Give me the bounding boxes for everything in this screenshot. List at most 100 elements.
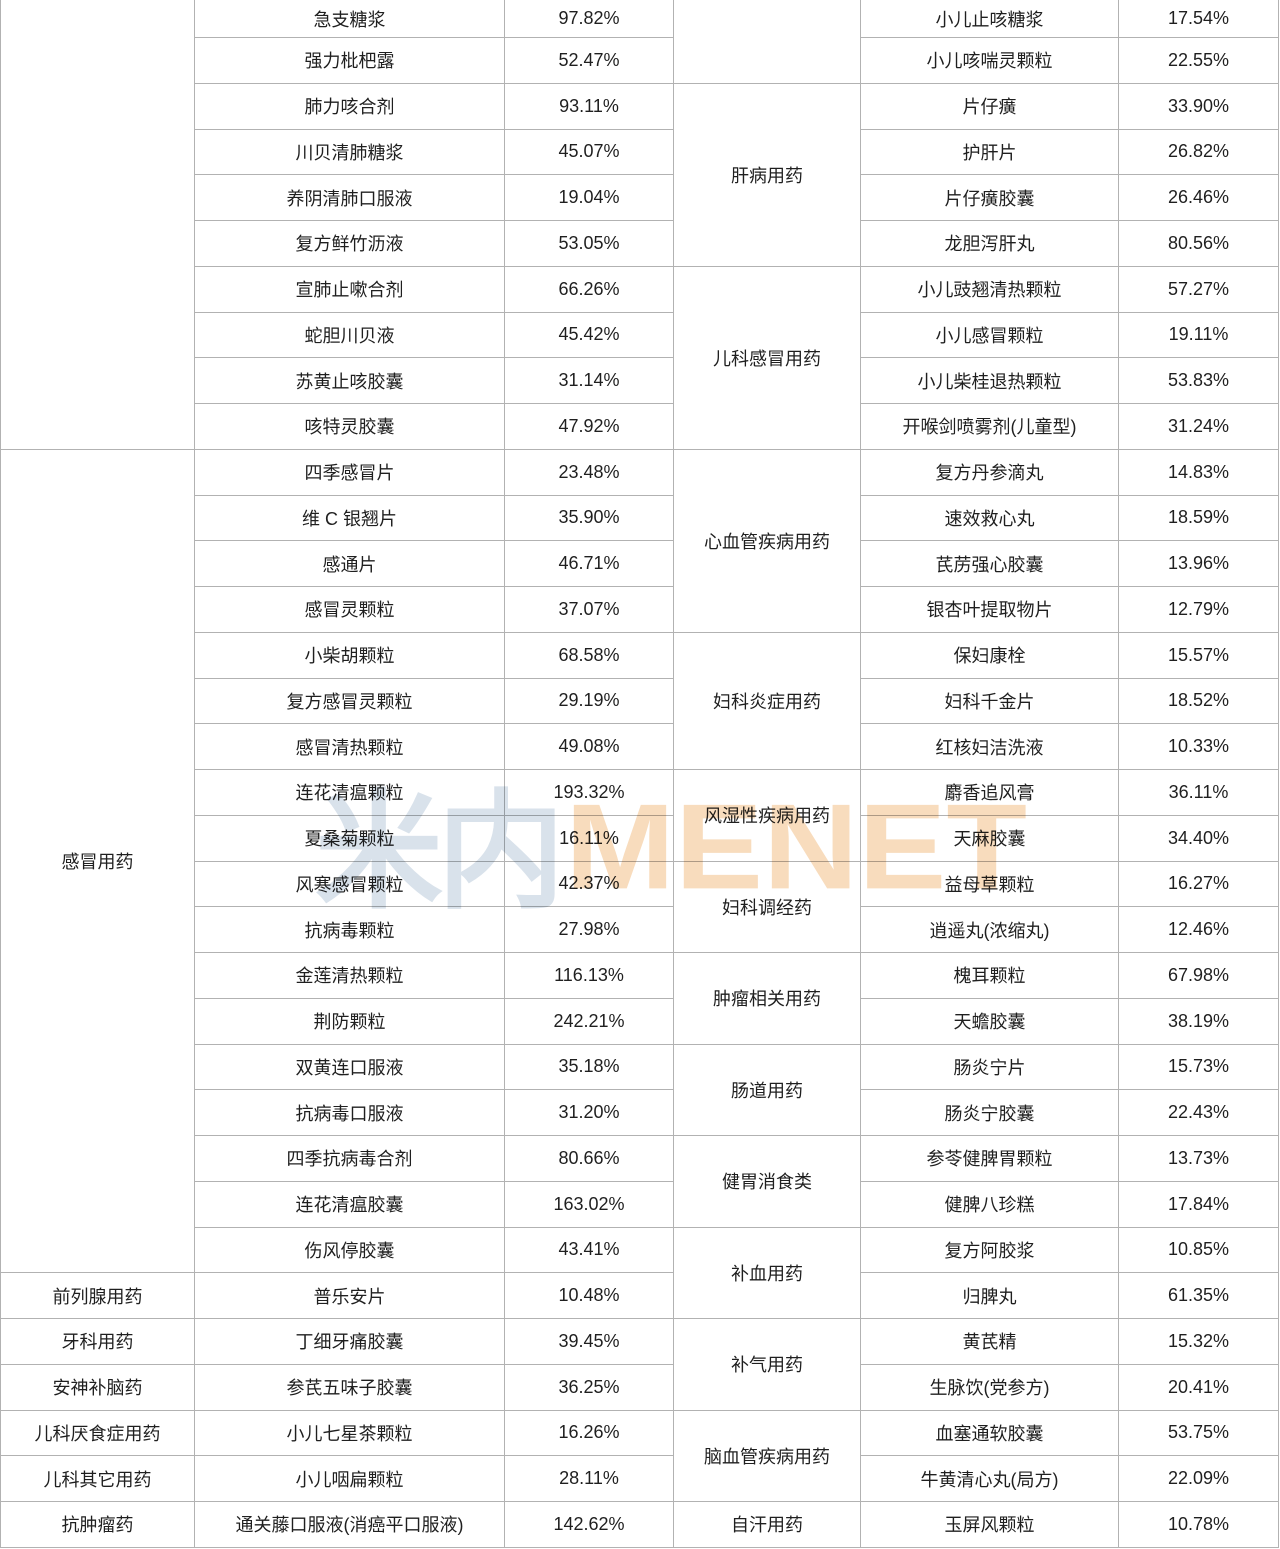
left-growth-rate-cell: 116.13% [504, 952, 674, 999]
left-drug-name-cell: 双黄连口服液 [194, 1043, 505, 1091]
left-drug-name-cell: 金莲清热颗粒 [194, 952, 505, 999]
right-category-cell: 肠道用药 [673, 1043, 861, 1136]
table-row: 宣肺止嗽合剂 66.26% 儿科感冒用药 小儿豉翘清热颗粒 57.27% [1, 265, 1279, 450]
right-drug-name-cell: 银杏叶提取物片 [860, 586, 1119, 633]
table-row: 儿科厌食症用药 小儿七星茶颗粒 16.26% 脑血管疾病用药 血塞通软胶囊 53.75% [0, 1409, 1279, 1502]
table-row: 牙科用药 丁细牙痛胶囊 39.45% 补气用药 黄芪精 15.32% [0, 1318, 1279, 1411]
left-growth-rate-cell: 242.21% [504, 997, 674, 1045]
right-category-cell: 自汗用药 [673, 1501, 861, 1548]
right-drug-name-cell: 牛黄清心丸(局方) [860, 1455, 1119, 1502]
right-category-cell: 妇科炎症用药 [673, 631, 861, 771]
right-growth-rate-cell: 57.27% [1118, 265, 1279, 313]
right-drug-name-cell: 玉屏风颗粒 [860, 1501, 1119, 1548]
right-growth-rate-cell: 22.43% [1118, 1089, 1279, 1136]
left-drug-name-cell: 小儿七星茶颗粒 [194, 1409, 505, 1457]
left-drug-name-cell: 荆防颗粒 [194, 997, 505, 1045]
left-drug-name-cell: 感冒清热颗粒 [194, 723, 505, 770]
right-drug-name-cell: 小儿豉翘清热颗粒 [860, 265, 1119, 313]
left-growth-rate-cell: 45.42% [504, 311, 674, 359]
left-drug-name-cell: 维 C 银翘片 [194, 494, 505, 542]
right-drug-name-cell: 生脉饮(党参方) [860, 1363, 1119, 1411]
left-drug-name-cell: 蛇胆川贝液 [194, 311, 505, 359]
table-row: 前列腺用药 普乐安片 10.48% 归脾丸 61.35% [0, 1272, 1279, 1319]
left-category-cell: 儿科其它用药 [0, 1455, 195, 1502]
right-category-cell: 脑血管疾病用药 [673, 1409, 861, 1502]
right-category-cell [673, 0, 861, 84]
left-drug-name-cell: 普乐安片 [194, 1272, 505, 1319]
right-drug-name-cell: 龙胆泻肝丸 [860, 220, 1119, 267]
table-row: 感通片 46.71% 芪苈强心胶囊 13.96% [1, 540, 1279, 587]
left-growth-rate-cell: 27.98% [504, 906, 674, 953]
right-drug-name-cell: 妇科千金片 [860, 677, 1119, 725]
right-growth-rate-cell: 10.78% [1118, 1501, 1279, 1548]
left-growth-rate-cell: 19.04% [504, 174, 674, 221]
table-row: 夏桑菊颗粒 16.11% 天麻胶囊 34.40% [1, 814, 1279, 862]
left-drug-name-cell: 苏黄止咳胶囊 [194, 357, 505, 404]
right-drug-name-cell: 天麻胶囊 [860, 814, 1119, 862]
left-growth-rate-cell: 35.90% [504, 494, 674, 542]
left-growth-rate-cell: 29.19% [504, 677, 674, 725]
right-drug-name-cell: 红核妇洁洗液 [860, 723, 1119, 770]
table-row: 复方鲜竹沥液 53.05% 龙胆泻肝丸 80.56% [1, 220, 1279, 267]
left-growth-rate-cell: 16.11% [504, 814, 674, 862]
right-category-cell: 肿瘤相关用药 [673, 952, 861, 1045]
table-row: 复方感冒灵颗粒 29.19% 妇科千金片 18.52% [1, 677, 1279, 725]
left-growth-rate-cell: 31.14% [504, 357, 674, 404]
table-row: 风寒感冒颗粒 42.37% 妇科调经药 益母草颗粒 16.27% [1, 860, 1279, 953]
table-row: 小柴胡颗粒 68.58% 妇科炎症用药 保妇康栓 15.57% [1, 631, 1279, 771]
table-row: 感冒用药 四季感冒片 23.48% 心血管疾病用药 复方丹参滴丸 14.83% [0, 448, 1279, 1274]
right-drug-name-cell: 开喉剑喷雾剂(儿童型) [860, 403, 1119, 450]
right-growth-rate-cell: 16.27% [1118, 860, 1279, 908]
right-growth-rate-cell: 14.83% [1118, 448, 1279, 496]
right-growth-rate-cell: 80.56% [1118, 220, 1279, 267]
right-drug-name-cell: 槐耳颗粒 [860, 952, 1119, 999]
left-category-cell: 感冒用药 [0, 448, 195, 1274]
table-row: 荆防颗粒 242.21% 天蟾胶囊 38.19% [1, 997, 1279, 1045]
left-category-cell: 抗肿瘤药 [0, 1501, 195, 1548]
left-growth-rate-cell: 68.58% [504, 631, 674, 679]
left-growth-rate-cell: 16.26% [504, 1409, 674, 1457]
left-drug-name-cell: 小儿咽扁颗粒 [194, 1455, 505, 1502]
left-drug-name-cell: 四季抗病毒合剂 [194, 1135, 505, 1182]
right-growth-rate-cell: 34.40% [1118, 814, 1279, 862]
left-growth-rate-cell: 93.11% [504, 82, 674, 130]
right-growth-rate-cell: 61.35% [1118, 1272, 1279, 1319]
left-growth-rate-cell: 23.48% [504, 448, 674, 496]
table-row: 苏黄止咳胶囊 31.14% 小儿柴桂退热颗粒 53.83% [1, 357, 1279, 404]
right-growth-rate-cell: 15.32% [1118, 1318, 1279, 1365]
left-drug-name-cell: 宣肺止嗽合剂 [194, 265, 505, 313]
left-growth-rate-cell: 35.18% [504, 1043, 674, 1091]
left-growth-rate-cell: 37.07% [504, 586, 674, 633]
left-drug-name-cell: 川贝清肺糖浆 [194, 128, 505, 176]
left-drug-name-cell: 连花清瘟颗粒 [194, 769, 505, 816]
right-drug-name-cell: 肠炎宁片 [860, 1043, 1119, 1091]
left-growth-rate-cell: 47.92% [504, 403, 674, 450]
left-growth-rate-cell: 46.71% [504, 540, 674, 587]
left-drug-name-cell: 夏桑菊颗粒 [194, 814, 505, 862]
left-growth-rate-cell: 49.08% [504, 723, 674, 770]
left-growth-rate-cell: 142.62% [504, 1501, 674, 1548]
right-category-cell: 儿科感冒用药 [673, 265, 861, 450]
table-row: 安神补脑药 参芪五味子胶囊 36.25% 生脉饮(党参方) 20.41% [0, 1363, 1279, 1411]
left-growth-rate-cell: 28.11% [504, 1455, 674, 1502]
right-drug-name-cell: 归脾丸 [860, 1272, 1119, 1319]
left-category-cell: 儿科厌食症用药 [0, 1409, 195, 1457]
left-growth-rate-cell: 52.47% [504, 37, 674, 84]
right-category-cell: 肝病用药 [673, 82, 861, 267]
right-growth-rate-cell: 33.90% [1118, 82, 1279, 130]
left-drug-name-cell: 通关藤口服液(消癌平口服液) [194, 1501, 505, 1548]
right-growth-rate-cell: 20.41% [1118, 1363, 1279, 1411]
left-category-cell: 前列腺用药 [0, 1272, 195, 1319]
table-row: 连花清瘟胶囊 163.02% 健脾八珍糕 17.84% [1, 1180, 1279, 1228]
table-row: 抗病毒颗粒 27.98% 逍遥丸(浓缩丸) 12.46% [1, 906, 1279, 953]
right-growth-rate-cell: 19.11% [1118, 311, 1279, 359]
left-growth-rate-cell: 45.07% [504, 128, 674, 176]
left-drug-name-cell: 养阴清肺口服液 [194, 174, 505, 221]
right-growth-rate-cell: 12.79% [1118, 586, 1279, 633]
right-drug-name-cell: 小儿咳喘灵颗粒 [860, 37, 1119, 84]
left-category-cell: 安神补脑药 [0, 1363, 195, 1411]
left-growth-rate-cell: 42.37% [504, 860, 674, 908]
left-drug-name-cell: 咳特灵胶囊 [194, 403, 505, 450]
